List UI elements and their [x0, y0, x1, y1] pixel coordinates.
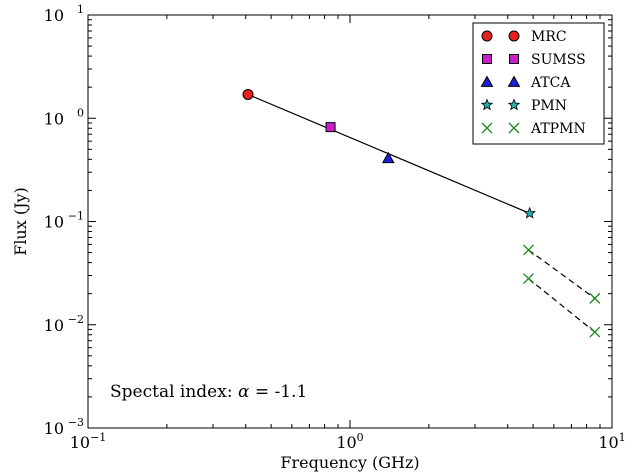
y-tick-exponent: 1 [77, 3, 84, 16]
legend-marker-atpmn [508, 122, 520, 134]
y-tick-label: 10 1 [44, 3, 84, 25]
data-point-atca [381, 151, 395, 164]
legend-marker-mrc [481, 30, 493, 42]
x-tick-base: 10 [336, 433, 356, 452]
data-point-atpmn-stroke [523, 273, 534, 285]
x-axis-label: Frequency (GHz) [280, 453, 419, 472]
spectral-index-annotation: Spectal index: α = -1.1 [110, 382, 307, 402]
legend-label: SUMSS [531, 52, 586, 68]
legend: MRC SUMSS ATCA PMN ATPMN [472, 22, 605, 145]
x-tick-label: 100 [336, 431, 363, 452]
data-point-atpmn [589, 292, 601, 304]
data-point-pmn [523, 206, 536, 219]
legend-marker-atca [507, 75, 521, 87]
legend-box [472, 22, 605, 145]
legend-marker-pmn [480, 98, 494, 111]
annotation-prefix: Spectal index: [110, 382, 238, 402]
y-tick-label: 10 −3 [44, 416, 84, 438]
dashed-line [528, 278, 596, 333]
y-tick-label: 10 −1 [44, 210, 84, 232]
y-tick-label: 10 −2 [44, 313, 84, 335]
data-point-atpmn-stroke [523, 244, 534, 256]
legend-marker-mrc [508, 30, 520, 42]
legend-label: MRC [531, 29, 567, 45]
y-tick-base: 10 [44, 109, 64, 128]
x-tick-base: 10 [70, 433, 90, 452]
legend-marker-sumss [509, 54, 519, 64]
x-tick-label: 101 [598, 431, 625, 452]
data-point-atpmn-stroke [589, 292, 601, 304]
legend-label: ATPMN [530, 121, 586, 137]
data-point-atpmn [589, 326, 601, 338]
legend-marker-atpmn [481, 122, 493, 134]
legend-marker-sumss [482, 54, 492, 64]
data-point-atpmn-stroke [589, 326, 601, 338]
annotation-suffix: = -1.1 [249, 382, 307, 402]
y-axis-label: Flux (Jy) [11, 187, 30, 256]
y-tick-base: 10 [44, 419, 64, 438]
x-tick-base: 10 [598, 433, 618, 452]
y-tick-exponent: −2 [68, 313, 84, 326]
y-tick-exponent: −3 [68, 416, 84, 429]
x-tick-exponent: −1 [90, 431, 106, 444]
annotation-symbol: α [238, 382, 250, 402]
legend-marker-atca [480, 75, 494, 87]
legend-marker-atpmn-stroke [508, 122, 520, 134]
data-point-atpmn [523, 273, 534, 285]
dashed-line [528, 249, 596, 299]
y-tick-base: 10 [44, 316, 64, 335]
y-tick-exponent: −1 [68, 210, 84, 223]
legend-label: ATCA [530, 75, 571, 91]
y-tick-base: 10 [44, 213, 64, 232]
x-tick-exponent: 1 [619, 431, 626, 444]
data-point-sumss [325, 122, 336, 133]
chart-marks [242, 88, 601, 338]
x-tick-label: 10−1 [70, 431, 107, 452]
y-tick-base: 10 [44, 6, 64, 25]
legend-marker-atpmn-stroke [481, 122, 493, 134]
data-point-mrc [242, 88, 254, 100]
legend-label: PMN [531, 98, 567, 114]
y-tick-exponent: 0 [77, 106, 84, 119]
legend-marker-pmn [507, 98, 521, 111]
data-point-atpmn [523, 244, 534, 256]
plot-frame [87, 14, 613, 429]
x-tick-exponent: 0 [357, 431, 364, 444]
y-tick-label: 10 0 [44, 106, 84, 128]
